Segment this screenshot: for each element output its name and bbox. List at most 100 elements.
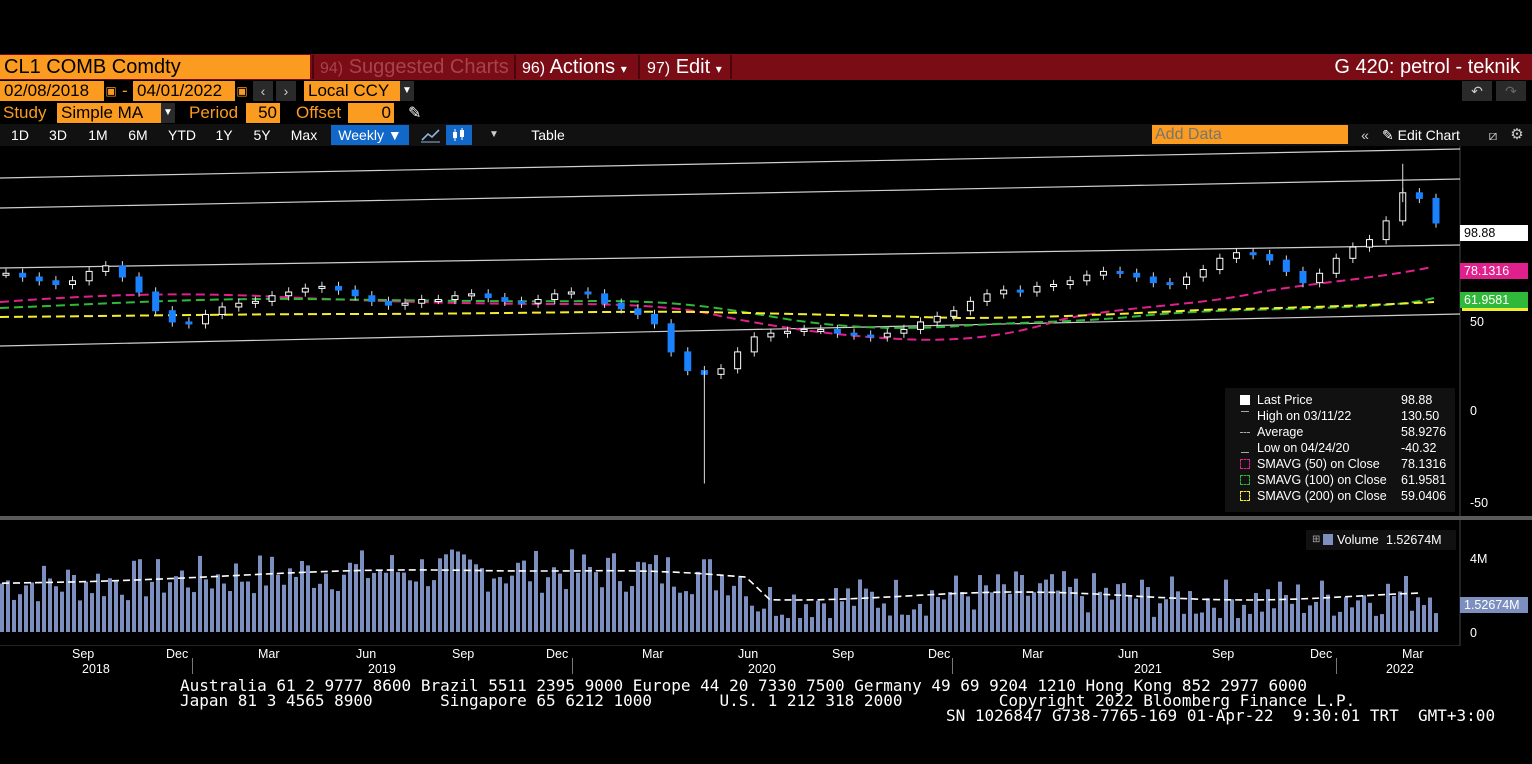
edit-layout-icon[interactable]: ⧄ <box>1488 127 1498 143</box>
volume-bar <box>546 577 550 632</box>
ticker-field[interactable]: CL1 COMB Comdty <box>0 55 310 79</box>
x-tick-month: Dec <box>546 647 569 661</box>
volume-bar <box>1248 613 1252 632</box>
legend-row-sma100: SMAVG (100) on Close 61.9581 <box>1225 472 1455 488</box>
volume-bar <box>258 555 262 632</box>
volume-bar <box>246 581 250 632</box>
tf-1y[interactable]: 1Y <box>215 127 233 143</box>
add-data-input[interactable] <box>1152 125 1348 144</box>
volume-swatch-icon <box>1323 534 1333 545</box>
chevron-down-icon[interactable]: ▼ <box>400 81 414 101</box>
study-select[interactable]: Simple MA <box>57 103 161 123</box>
volume-bar <box>522 560 526 632</box>
volume-bar <box>1224 579 1228 632</box>
candle-body <box>983 293 991 302</box>
volume-bar <box>960 591 964 632</box>
volume-bar <box>486 591 490 632</box>
table-button[interactable]: Table <box>531 127 565 143</box>
tf-1m[interactable]: 1M <box>88 127 108 143</box>
volume-bar <box>1164 599 1168 632</box>
volume-bar <box>1008 593 1012 632</box>
candle-body <box>401 302 409 306</box>
candle-body <box>1133 272 1141 278</box>
x-tick-month: Jun <box>738 647 759 661</box>
chevron-down-icon[interactable]: ▼ <box>489 129 499 140</box>
menu-label: Suggested Charts <box>348 56 509 78</box>
volume-bar <box>726 595 730 632</box>
candle-body <box>1099 270 1107 276</box>
candle-body <box>1232 252 1240 259</box>
candle-body <box>684 351 692 372</box>
gear-icon[interactable]: ⚙ <box>1510 126 1524 143</box>
pencil-icon[interactable]: ✎ <box>408 105 422 122</box>
currency-select[interactable]: Local CCY <box>304 81 400 101</box>
volume-bar <box>900 614 904 632</box>
line-chart-icon[interactable] <box>418 125 444 145</box>
volume-bar <box>384 572 388 632</box>
redo-icon[interactable]: ↷ <box>1496 81 1526 101</box>
edit-chart-button[interactable]: ✎ Edit Chart <box>1382 125 1482 145</box>
sma50-line <box>0 266 1433 341</box>
candle-body <box>850 332 858 336</box>
volume-bar <box>732 585 736 632</box>
high-marker-icon <box>1241 411 1249 421</box>
tf-max[interactable]: Max <box>290 127 318 143</box>
calendar-icon[interactable]: ▣ <box>105 84 117 98</box>
candle-body <box>152 291 160 312</box>
volume-bar <box>54 586 58 632</box>
end-date-field[interactable]: 04/01/2022 <box>133 81 235 101</box>
candle-body <box>135 276 143 293</box>
volume-bar <box>954 575 958 632</box>
prev-period-button[interactable]: ‹ <box>253 81 273 101</box>
next-period-button[interactable]: › <box>276 81 296 101</box>
menu-label: Actions <box>549 56 616 78</box>
candle-body <box>883 332 891 338</box>
volume-bar <box>96 573 100 632</box>
tf-5y[interactable]: 5Y <box>253 127 271 143</box>
candle-body <box>368 295 376 302</box>
tf-6m[interactable]: 6M <box>128 127 148 143</box>
expand-icon[interactable]: ⊞ <box>1312 534 1321 545</box>
legend-label: SMAVG (100) on Close <box>1257 473 1387 487</box>
start-date-field[interactable]: 02/08/2018 <box>0 81 104 101</box>
candle-body <box>833 328 841 334</box>
price-tick: 50 <box>1470 315 1484 329</box>
actions-menu[interactable]: 96) Actions ▾ <box>522 55 627 79</box>
panel-separator[interactable] <box>0 516 1532 520</box>
collapse-icon[interactable]: « <box>1361 127 1369 143</box>
frequency-select[interactable]: Weekly ▼ <box>331 125 409 145</box>
volume-bar <box>1344 597 1348 632</box>
legend-value: -40.32 <box>1401 441 1437 455</box>
volume-bar <box>1284 595 1288 632</box>
chart-canvas <box>0 146 1532 646</box>
candle-body <box>950 310 958 317</box>
volume-bar <box>696 571 700 632</box>
candle-body <box>584 291 592 295</box>
tf-3d[interactable]: 3D <box>49 127 67 143</box>
menu-separator <box>638 55 640 79</box>
candle-body <box>1033 285 1041 293</box>
undo-icon[interactable]: ↶ <box>1462 81 1492 101</box>
suggested-charts-menu[interactable]: 94) Suggested Charts <box>320 55 509 79</box>
tf-1d[interactable]: 1D <box>11 127 29 143</box>
volume-bar <box>408 580 412 632</box>
legend-label: Average <box>1257 425 1304 439</box>
volume-bar <box>810 617 814 632</box>
period-input[interactable]: 50 <box>246 103 280 123</box>
menu-separator <box>730 55 732 79</box>
x-tick-year: 2020 <box>748 662 776 676</box>
candle-body <box>52 280 60 286</box>
edit-menu[interactable]: 97) Edit ▾ <box>647 55 722 79</box>
candle-chart-icon[interactable] <box>446 125 472 145</box>
volume-bar <box>90 593 94 632</box>
candle-body <box>1166 282 1174 286</box>
candle-body <box>1183 276 1191 286</box>
volume-bar <box>1146 587 1150 632</box>
volume-bar <box>192 592 196 632</box>
volume-bar <box>570 549 574 632</box>
tf-ytd[interactable]: YTD <box>168 127 196 143</box>
chevron-down-icon[interactable]: ▼ <box>161 103 175 123</box>
calendar-icon[interactable]: ▣ <box>236 84 248 98</box>
volume-bar <box>114 581 118 632</box>
offset-input[interactable]: 0 <box>348 103 394 123</box>
